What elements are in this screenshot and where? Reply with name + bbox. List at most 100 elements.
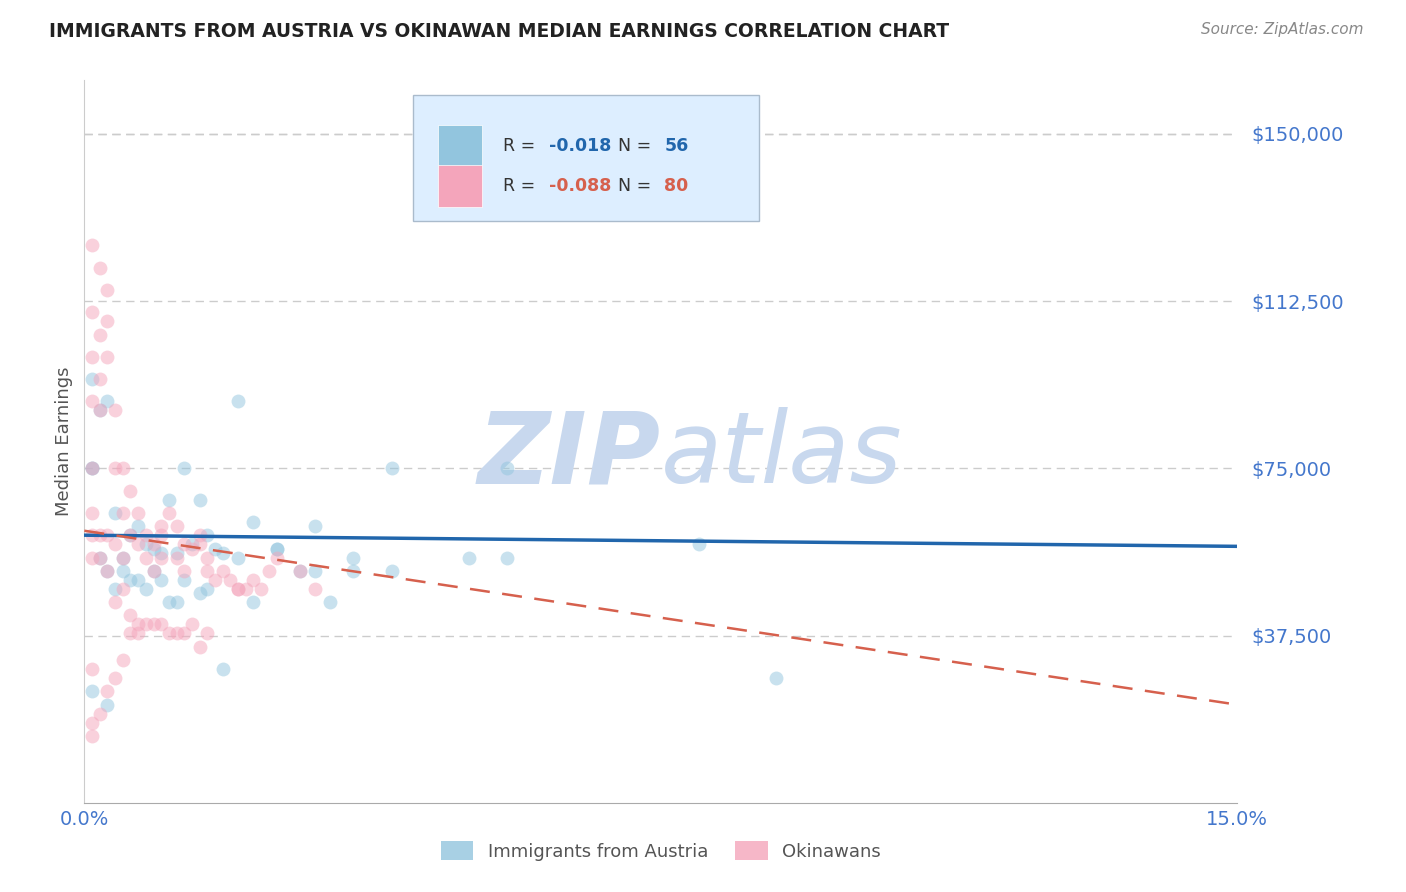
Point <box>188 528 211 542</box>
Point <box>104 537 127 551</box>
Point <box>127 519 149 533</box>
Point <box>80 305 103 319</box>
Point <box>242 573 264 587</box>
Point <box>89 550 111 565</box>
Point <box>188 586 211 600</box>
Point <box>304 519 326 533</box>
Point <box>142 564 165 578</box>
Point <box>135 617 157 632</box>
Point <box>150 550 173 565</box>
Point <box>120 573 142 587</box>
Point <box>288 564 311 578</box>
Point <box>226 550 249 565</box>
Point <box>80 394 103 409</box>
Point <box>266 541 288 556</box>
Point <box>195 528 218 542</box>
Point <box>127 617 149 632</box>
Point <box>142 537 165 551</box>
Point <box>166 595 188 609</box>
Point <box>127 506 149 520</box>
Point <box>288 564 311 578</box>
Point <box>150 546 173 560</box>
Point <box>80 662 103 676</box>
Point <box>89 528 111 542</box>
Text: R =: R = <box>503 137 541 155</box>
Text: IMMIGRANTS FROM AUSTRIA VS OKINAWAN MEDIAN EARNINGS CORRELATION CHART: IMMIGRANTS FROM AUSTRIA VS OKINAWAN MEDI… <box>49 22 949 41</box>
Point <box>211 546 233 560</box>
Legend: Immigrants from Austria, Okinawans: Immigrants from Austria, Okinawans <box>433 834 889 868</box>
Point <box>96 394 118 409</box>
Point <box>266 541 288 556</box>
Point <box>111 550 134 565</box>
Point <box>89 403 111 417</box>
Point <box>381 564 404 578</box>
Point <box>226 582 249 596</box>
Point <box>104 582 127 596</box>
Point <box>89 403 111 417</box>
Point <box>173 461 195 475</box>
Point <box>235 582 257 596</box>
Point <box>80 550 103 565</box>
Point <box>257 564 280 578</box>
Point <box>150 573 173 587</box>
Point <box>166 546 188 560</box>
Point <box>157 626 180 640</box>
Point <box>135 550 157 565</box>
Text: N =: N = <box>619 137 657 155</box>
Point <box>266 550 288 565</box>
Point <box>135 582 157 596</box>
Point <box>135 528 157 542</box>
Point <box>150 528 173 542</box>
Point <box>181 537 204 551</box>
Point <box>104 506 127 520</box>
Point <box>80 238 103 252</box>
Point <box>173 564 195 578</box>
Point <box>80 528 103 542</box>
Point <box>104 403 127 417</box>
Point <box>250 582 273 596</box>
Point <box>226 582 249 596</box>
Point <box>120 608 142 623</box>
Point <box>127 537 149 551</box>
Point <box>89 706 111 721</box>
Point <box>226 394 249 409</box>
Point <box>166 550 188 565</box>
Point <box>150 519 173 533</box>
Point <box>80 506 103 520</box>
Point <box>195 582 218 596</box>
Point <box>342 564 364 578</box>
Point <box>195 626 218 640</box>
Point <box>127 573 149 587</box>
Point <box>157 492 180 507</box>
Point <box>188 492 211 507</box>
Text: ZIP: ZIP <box>478 408 661 505</box>
Text: -0.088: -0.088 <box>548 178 612 195</box>
Point <box>96 564 118 578</box>
Point <box>89 327 111 342</box>
Point <box>150 617 173 632</box>
Point <box>120 626 142 640</box>
Point <box>96 314 118 328</box>
Point <box>135 537 157 551</box>
Point <box>195 564 218 578</box>
Point <box>127 626 149 640</box>
Point <box>96 698 118 712</box>
Point <box>181 541 204 556</box>
Point <box>120 528 142 542</box>
Text: 80: 80 <box>664 178 689 195</box>
Point <box>80 350 103 364</box>
Point <box>181 617 204 632</box>
Point <box>157 506 180 520</box>
Point <box>96 528 118 542</box>
Point <box>111 564 134 578</box>
Point <box>195 550 218 565</box>
Point <box>496 550 519 565</box>
Point <box>342 550 364 565</box>
Point <box>219 573 242 587</box>
Text: -0.018: -0.018 <box>548 137 612 155</box>
Point <box>111 582 134 596</box>
Text: 56: 56 <box>664 137 689 155</box>
Point <box>120 528 142 542</box>
Point <box>204 541 226 556</box>
Point <box>457 550 479 565</box>
